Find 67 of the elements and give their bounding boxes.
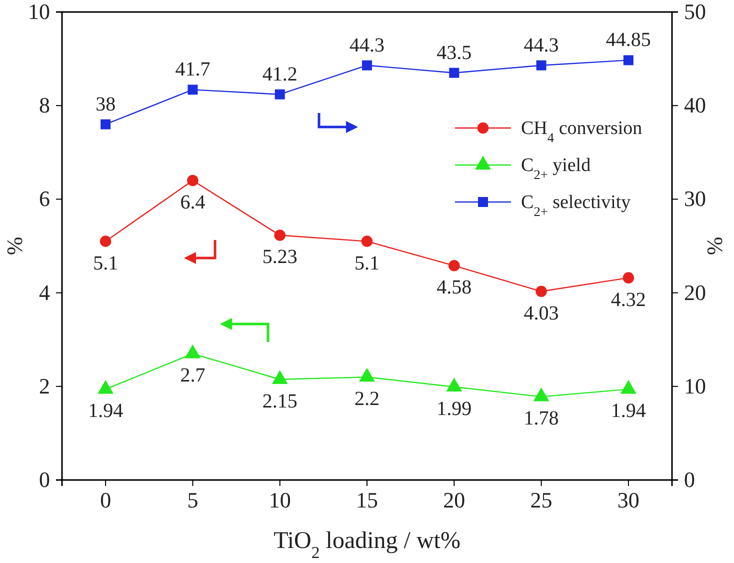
data-label: 38 <box>96 93 116 116</box>
y-tick-label: 0 <box>39 467 50 492</box>
point <box>533 387 550 402</box>
point <box>187 174 198 186</box>
data-label: 6.4 <box>180 191 206 214</box>
x-tick-label: 15 <box>356 488 378 513</box>
legend-label: C$_{2+}$ selectivity <box>521 192 632 218</box>
data-label: 4.03 <box>524 302 559 324</box>
data-label: 1.78 <box>524 408 559 430</box>
point <box>100 236 112 247</box>
y-tick-label: 2 <box>39 373 50 398</box>
point <box>184 344 201 358</box>
x-tick-label: 20 <box>443 488 466 513</box>
y2-axis-title: % <box>702 236 727 256</box>
x-tick-label: 0 <box>100 488 112 513</box>
data-label: 5.1 <box>354 252 380 274</box>
point <box>359 368 375 382</box>
x-tick-label: 5 <box>187 488 198 513</box>
point <box>361 236 373 247</box>
data-label: 5.23 <box>262 246 298 268</box>
y2-tick-label: 20 <box>684 280 706 305</box>
x-axis-title: TiO$_{2}$ loading / wt% <box>274 528 460 562</box>
x-tick-label: 30 <box>617 488 640 513</box>
data-label: 44.3 <box>350 34 384 56</box>
data-label: 1.99 <box>436 398 472 420</box>
y-tick-label: 6 <box>39 186 50 212</box>
data-label: 43.5 <box>436 42 472 64</box>
x-tick-label: 25 <box>530 488 552 513</box>
y2-tick-label: 0 <box>684 467 695 492</box>
point <box>274 89 285 100</box>
y-tick-label: 10 <box>28 0 50 24</box>
point <box>536 286 547 298</box>
data-label: 4.58 <box>436 276 472 299</box>
point <box>622 272 634 284</box>
point <box>446 378 462 392</box>
y2-tick-label: 40 <box>684 92 706 118</box>
data-label: 1.94 <box>610 400 646 422</box>
point <box>188 84 198 95</box>
point <box>274 230 286 241</box>
y2-tick-label: 50 <box>684 0 706 24</box>
data-label: 41.7 <box>175 58 210 81</box>
y-tick-label: 8 <box>39 92 50 118</box>
point <box>272 370 288 384</box>
data-label: 4.32 <box>610 288 646 311</box>
point <box>448 260 460 272</box>
data-label: 2.15 <box>262 390 298 412</box>
legend-label: CH$_{4}$ conversion <box>521 118 643 144</box>
y2-tick-label: 30 <box>684 186 706 212</box>
data-label: 41.2 <box>262 63 298 86</box>
data-label: 2.7 <box>180 364 206 387</box>
y-tick-label: 4 <box>39 280 50 305</box>
point <box>98 380 114 394</box>
data-label: 2.2 <box>354 388 380 410</box>
point <box>623 55 634 66</box>
x-tick-label: 10 <box>268 488 291 513</box>
point <box>620 380 636 394</box>
data-label: 44.85 <box>606 29 651 52</box>
point <box>100 119 111 130</box>
data-label: 5.1 <box>93 252 118 274</box>
legend-label: C$_{2+}$ yield <box>521 155 592 182</box>
data-label: 1.94 <box>88 400 124 422</box>
y2-tick-label: 10 <box>684 373 706 398</box>
point <box>536 60 546 70</box>
data-label: 44.3 <box>524 34 559 56</box>
y-axis-title: % <box>2 236 27 256</box>
point <box>449 68 460 78</box>
point <box>362 60 372 70</box>
